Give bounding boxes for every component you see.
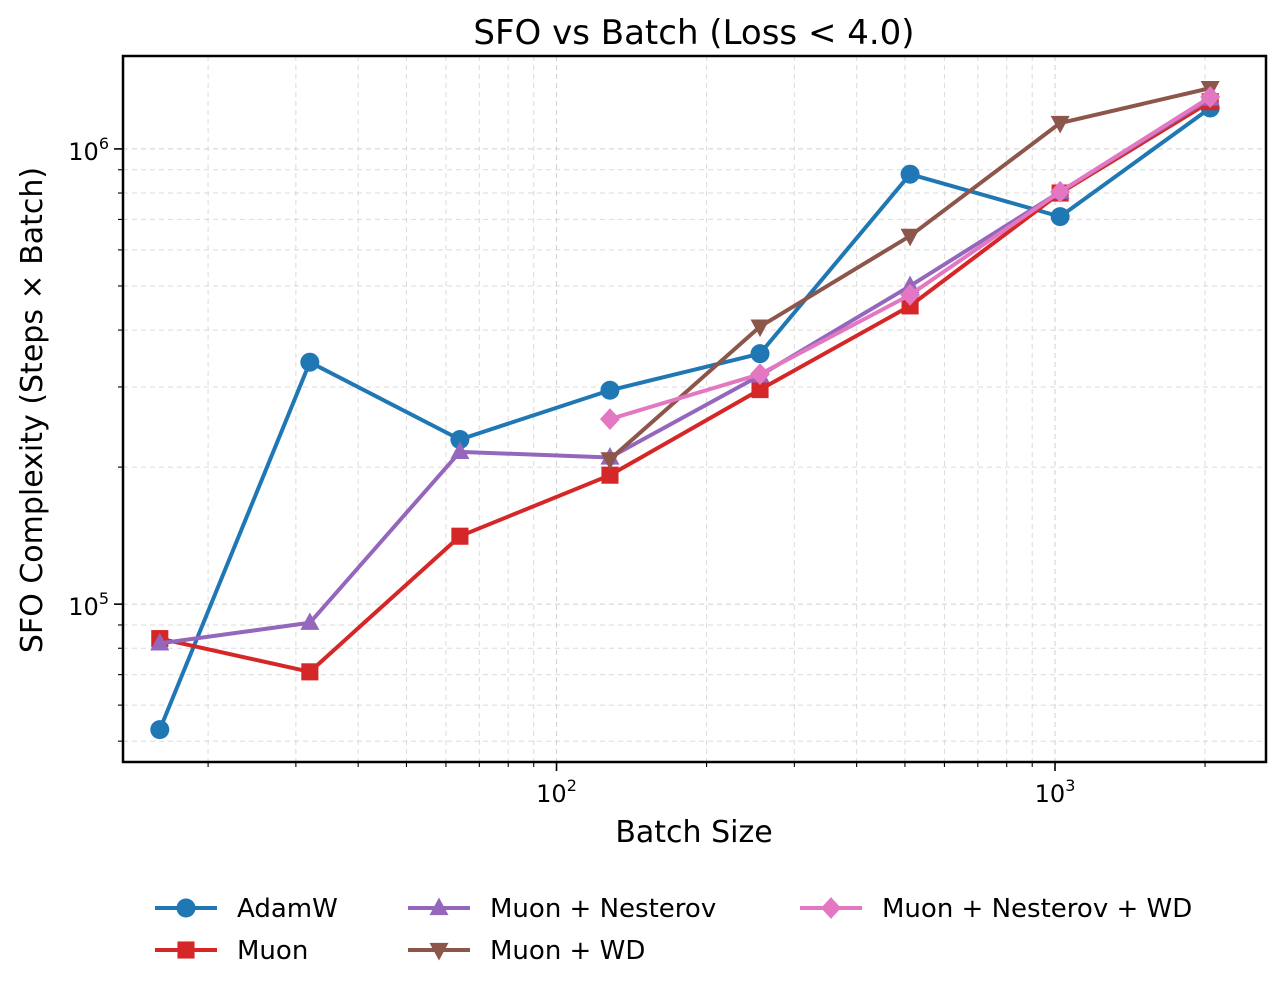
data-point — [900, 228, 920, 247]
y-axis-label: SFO Complexity (Steps × Batch) — [15, 167, 50, 653]
legend-marker — [429, 942, 449, 961]
data-point — [1050, 207, 1070, 227]
series-line — [607, 95, 1213, 422]
legend-marker — [176, 898, 196, 918]
data-point — [450, 441, 470, 460]
data-point — [1050, 180, 1071, 203]
data-point — [600, 452, 620, 470]
data-point — [900, 283, 921, 306]
plot-series — [150, 81, 1221, 740]
legend-marker — [821, 897, 841, 919]
legend-entry: Muon + WD — [408, 936, 645, 966]
data-point — [1200, 86, 1221, 108]
data-point — [301, 663, 319, 681]
legend-entry: AdamW — [155, 894, 338, 924]
legend-label: Muon — [237, 936, 308, 966]
series-muon-wd — [600, 81, 1220, 470]
legend-marker — [177, 941, 195, 959]
legend-label: AdamW — [237, 894, 338, 924]
x-tick-label: 102 — [536, 776, 577, 808]
legend-label: Muon + Nesterov — [490, 894, 716, 924]
data-point — [150, 720, 170, 740]
data-point — [450, 429, 470, 449]
x-tick-label: 103 — [1035, 776, 1076, 808]
x-axis-label: Batch Size — [615, 815, 772, 850]
data-point — [750, 319, 770, 338]
series-line — [157, 99, 1213, 674]
data-point — [300, 612, 320, 630]
data-point — [900, 164, 920, 184]
legend-entry: Muon — [155, 936, 308, 966]
data-point — [1050, 115, 1070, 134]
data-point — [901, 297, 919, 315]
legend-marker — [429, 897, 449, 916]
data-point — [601, 466, 619, 484]
data-point — [150, 632, 170, 651]
y-tick-label: 106 — [68, 134, 109, 166]
legend-label: Muon + Nesterov + WD — [882, 894, 1192, 924]
data-point — [300, 352, 320, 372]
data-point — [599, 408, 620, 430]
data-point — [750, 344, 770, 364]
legend-entry: Muon + Nesterov — [408, 894, 716, 924]
data-point — [751, 381, 769, 399]
axis-ticks: 102 103 105 106 — [68, 134, 1206, 808]
chart-title: SFO vs Batch (Loss < 4.0) — [473, 13, 914, 53]
plot-frame — [121, 54, 1268, 764]
data-point — [600, 380, 620, 400]
legend-label: Muon + WD — [490, 936, 645, 966]
series-muon-nesterov-wd — [599, 86, 1221, 430]
data-point — [451, 527, 469, 545]
legend-entry: Muon + Nesterov + WD — [800, 894, 1192, 924]
data-point — [750, 363, 771, 386]
legend: AdamW Muon Muon + Nesterov Muon + WD Muon + … — [155, 894, 1192, 966]
series-line — [607, 86, 1213, 462]
y-tick-label: 105 — [68, 589, 109, 621]
